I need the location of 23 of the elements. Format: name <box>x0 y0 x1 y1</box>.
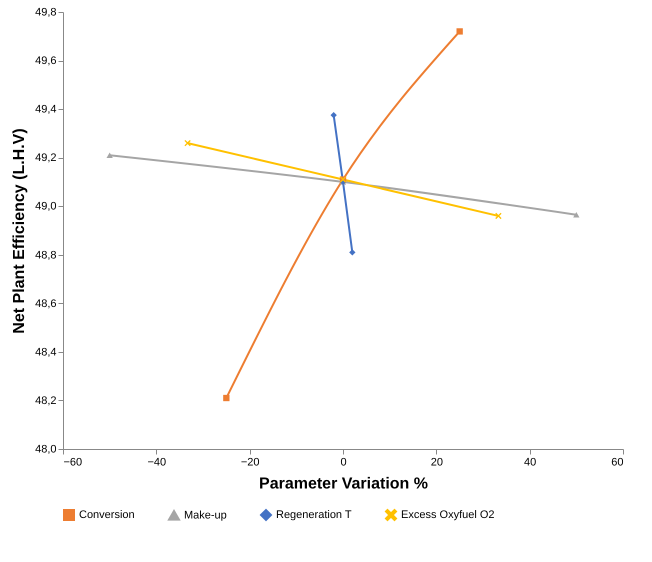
y-tick-label: 48,4 <box>35 346 56 358</box>
legend-label: Make-up <box>184 509 227 522</box>
x-tick-label: −40 <box>147 456 166 468</box>
legend-label: Excess Oxyfuel O2 <box>401 509 495 521</box>
legend-label: Conversion <box>79 509 135 521</box>
y-tick-label: 49,6 <box>35 55 56 68</box>
y-tick-label: 48,0 <box>35 444 56 456</box>
y-tick-label: 49,0 <box>35 200 56 213</box>
x-tick-label: 0 <box>340 456 347 468</box>
legend-label: Regeneration T <box>276 509 352 521</box>
x-tick-label: −60 <box>64 456 82 468</box>
y-tick-label: 49,8 <box>35 6 56 18</box>
x-tick-label: 60 <box>611 456 624 468</box>
y-tick-label: 48,6 <box>35 298 56 310</box>
y-tick-label: 49,4 <box>35 104 56 116</box>
x-tick-label: 40 <box>524 456 536 468</box>
y-tick-label: 48,2 <box>35 394 56 407</box>
x-tick-label: −20 <box>240 456 260 468</box>
y-axis-title: Net Plant Efficiency (L.H.V) <box>11 128 28 334</box>
x-axis-title: Parameter Variation % <box>259 476 428 492</box>
y-tick-label: 48,8 <box>35 249 56 262</box>
x-tick-label: 20 <box>430 456 443 468</box>
y-tick-label: 49,2 <box>35 152 56 164</box>
